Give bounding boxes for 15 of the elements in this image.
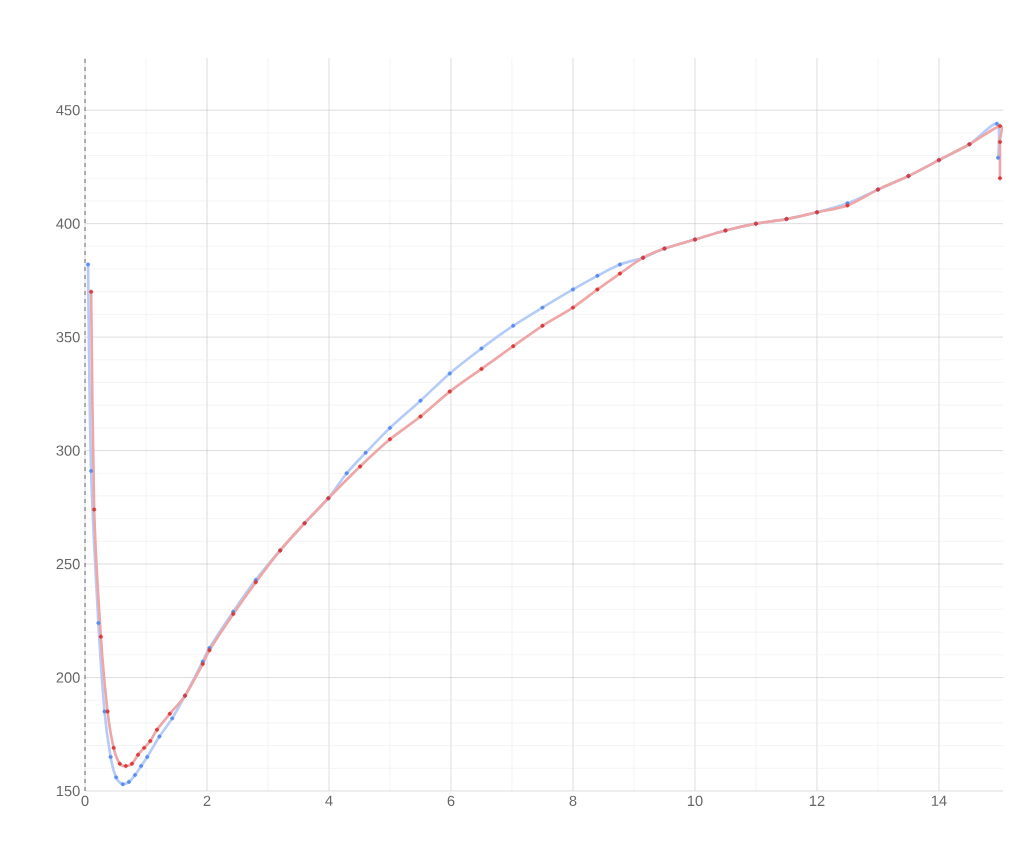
y-tick-label: 350 [56,331,80,343]
y-tick-label: 250 [56,558,80,570]
x-tick-label: 6 [447,795,455,807]
x-tick-label: 2 [203,795,211,806]
y-tick-label: 450 [56,105,80,116]
x-tick-label: 0 [81,795,89,807]
x-tick-label: 8 [569,795,577,807]
y-tick-label: 400 [56,218,80,229]
y-tick-label: 200 [56,672,80,683]
y-tick-label: 150 [56,785,80,797]
x-tick-label: 4 [325,795,333,806]
x-tick-label: 10 [687,795,703,807]
x-tick-label: 14 [931,795,947,806]
x-tick-label: 12 [809,795,825,806]
y-tick-label: 300 [56,445,80,456]
